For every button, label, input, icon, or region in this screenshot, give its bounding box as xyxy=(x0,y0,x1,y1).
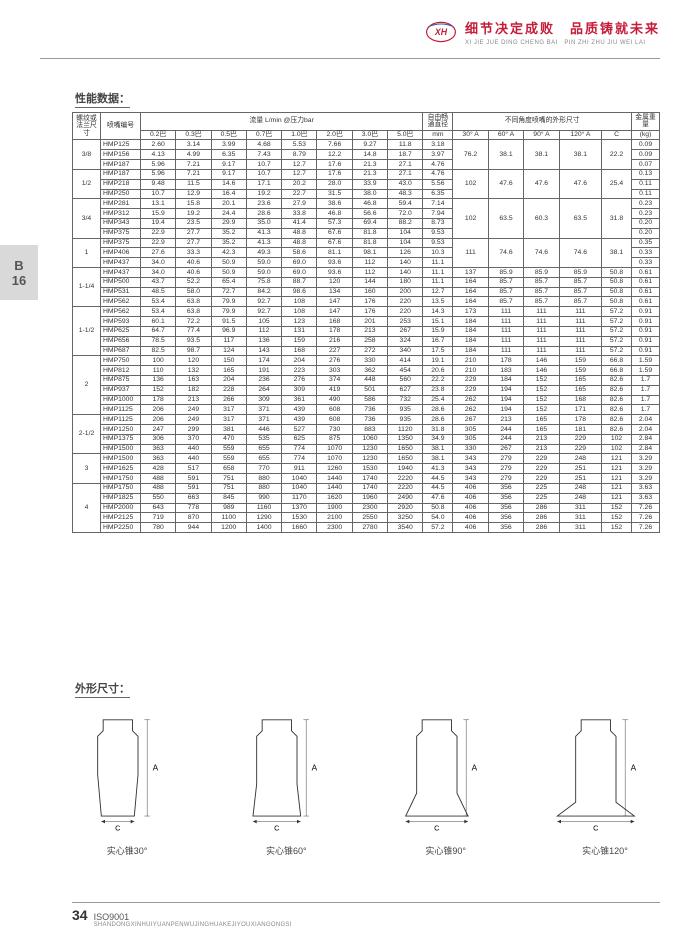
table-row: HMP53148.558.072.784.298.613416020012.71… xyxy=(73,287,660,297)
performance-title: 性能数据： xyxy=(75,90,130,106)
nozzle-diagram: A C 实心锥30° xyxy=(72,705,182,857)
table-row: HMP62564.777.496.911213117821326715.9184… xyxy=(73,326,660,336)
table-row: 3HMP150036344055965577410701230165038.13… xyxy=(73,454,660,464)
table-row: 2HMP75010012015017420427633041419.121017… xyxy=(73,356,660,366)
spec-table-container: 螺纹或法兰尺寸喷嘴编号流量 L/min @压力bar自由畅通直径不同角度喷嘴的外… xyxy=(72,112,660,533)
nozzle-diagram: A C 实心锥120° xyxy=(550,705,660,857)
table-row: HMP56253.463.879.992.710814717622013.516… xyxy=(73,297,660,307)
table-row: HMP100017821326630936149058673225.426219… xyxy=(73,395,660,405)
table-row: 1HMP37522.927.735.241.348.867.681.81049.… xyxy=(73,238,660,248)
table-row: HMP13753063704705356258751060135034.9305… xyxy=(73,434,660,444)
table-row: HMP50043.752.265.475.888.712014418011.11… xyxy=(73,277,660,287)
slogan: 细节决定成败 品质铸就未来 XI JIE JUE DING CHENG BAI … xyxy=(465,18,660,46)
table-row: HMP150036344055965577410701230165038.133… xyxy=(73,444,660,454)
svg-text:C: C xyxy=(275,824,281,833)
svg-text:C: C xyxy=(593,824,599,833)
iso-label: ISO9001 xyxy=(94,912,292,922)
page-number: 34 xyxy=(72,907,88,923)
table-row: HMP162542851765877091112601530194041.334… xyxy=(73,464,660,474)
svg-text:C: C xyxy=(115,824,121,833)
diagram-label: 实心锥90° xyxy=(425,844,466,857)
table-row: 1-1/2HMP56253.463.879.992.71081471762201… xyxy=(73,307,660,317)
table-row: HMP1750488591751880104014401740222044.53… xyxy=(73,474,660,484)
table-row: HMP59360.172.291.510512316820125315.1184… xyxy=(73,317,660,327)
table-row: HMP93715218222826430941950162723.8229194… xyxy=(73,385,660,395)
side-tab-letter: B xyxy=(14,258,23,273)
table-row: HMP112520624931737143960873693528.626219… xyxy=(73,405,660,415)
table-row: 1-1/4HMP43734.040.650.959.069.093.611214… xyxy=(73,268,660,278)
table-row: HMP1825550663845990117016201960249047.64… xyxy=(73,493,660,503)
svg-text:A: A xyxy=(153,764,159,773)
diagram-label: 实心锥120° xyxy=(582,844,628,857)
table-row: 4HMP1750488591751880104014401740222044.5… xyxy=(73,483,660,493)
table-row: HMP87513616320423627637444856022.2229184… xyxy=(73,375,660,385)
svg-text:XH: XH xyxy=(434,27,448,37)
table-row: 2-1/2HMP112520624931737143960873693528.6… xyxy=(73,415,660,425)
table-row: 3/8HMP1252.603.143.994.685.537.669.2711.… xyxy=(73,140,660,150)
diagram-label: 实心锥60° xyxy=(266,844,307,857)
table-row: 1/2HMP1875.967.219.1710.712.717.621.327.… xyxy=(73,169,660,179)
page-footer: 34 ISO9001 SHANDONGXINHUIYUANPENWUJINGHU… xyxy=(72,902,660,928)
diagram-label: 实心锥30° xyxy=(107,844,148,857)
table-row: HMP212571987011001290153021002550325054.… xyxy=(73,513,660,523)
table-row: HMP20006437789891160137019002300292050.8… xyxy=(73,503,660,513)
svg-text:A: A xyxy=(631,764,637,773)
table-row: HMP225078094412001400166023002780354057.… xyxy=(73,523,660,533)
side-tab: B 16 xyxy=(0,245,38,300)
dimensions-title: 外形尺寸： xyxy=(75,680,130,696)
svg-text:C: C xyxy=(434,824,440,833)
page-header: XH 细节决定成败 品质铸就未来 XI JIE JUE DING CHENG B… xyxy=(425,18,660,46)
svg-text:A: A xyxy=(471,764,477,773)
footer-rule xyxy=(72,902,660,903)
header-rule xyxy=(40,58,660,59)
slogan-cn: 细节决定成败 品质铸就未来 xyxy=(465,18,660,37)
slogan-pinyin: XI JIE JUE DING CHENG BAI PIN ZHI ZHU JI… xyxy=(465,37,660,46)
company-name: SHANDONGXINHUIYUANPENWUJINGHUAKEJIYOUXIA… xyxy=(94,922,292,928)
side-tab-number: 16 xyxy=(12,273,26,288)
table-row: HMP1250247299381446527730883112031.83052… xyxy=(73,425,660,435)
table-row: HMP81211013216519122330336245420.6210183… xyxy=(73,366,660,376)
table-row: HMP68782.598.712414316822727234017.51841… xyxy=(73,346,660,356)
spec-table: 螺纹或法兰尺寸喷嘴编号流量 L/min @压力bar自由畅通直径不同角度喷嘴的外… xyxy=(72,112,660,533)
nozzle-diagram: A C 实心锥60° xyxy=(231,705,341,857)
table-row: 3/4HMP28113.115.820.123.627.938.646.859.… xyxy=(73,199,660,209)
logo: XH xyxy=(425,20,457,44)
table-row: HMP65678.593.511713615921625832416.71841… xyxy=(73,336,660,346)
svg-text:A: A xyxy=(312,764,318,773)
nozzle-diagram: A C 实心锥90° xyxy=(391,705,501,857)
diagrams-row: A C 实心锥30° A C 实心锥60° A xyxy=(72,705,660,857)
